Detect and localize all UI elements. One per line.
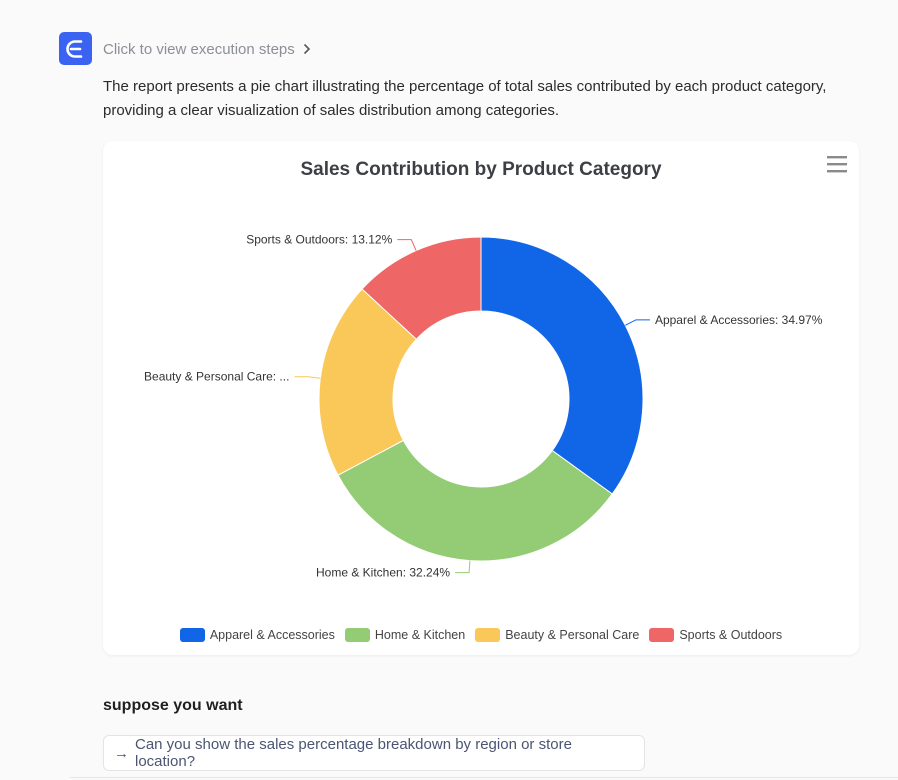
pie-slice-2[interactable] xyxy=(318,288,418,476)
app-logo xyxy=(59,32,92,65)
chart-card: Apparel & Accessories: 34.97% Home & Kitc… xyxy=(103,141,859,655)
legend-item-2[interactable]: Beauty & Personal Care xyxy=(475,628,639,642)
label-leader-line-0 xyxy=(625,319,650,326)
legend-item-1[interactable]: Home & Kitchen xyxy=(344,628,466,642)
pie-slice-0[interactable] xyxy=(480,236,644,495)
data-label-1: Home & Kitchen: 32.24% xyxy=(316,566,450,580)
legend-swatch-2 xyxy=(475,628,501,642)
label-leader-line-1 xyxy=(455,560,471,574)
view-execution-steps-link[interactable]: Click to view execution steps xyxy=(103,38,311,60)
suggestion-label: Can you show the sales percentage breakd… xyxy=(135,736,572,770)
suggestion-chip[interactable]: → Can you show the sales percentage brea… xyxy=(103,735,645,771)
label-leader-line-2 xyxy=(294,376,321,379)
data-label-2: Beauty & Personal Care: ... xyxy=(144,370,289,384)
divider xyxy=(70,777,898,778)
legend-label-0: Apparel & Accessories xyxy=(209,628,335,642)
hamburger-menu-icon xyxy=(827,156,847,173)
legend-swatch-1 xyxy=(344,628,370,642)
suggestions-heading: suppose you want xyxy=(103,697,243,714)
legend-item-0[interactable]: Apparel & Accessories xyxy=(179,628,335,642)
legend-swatch-3 xyxy=(649,628,675,642)
legend-label-1: Home & Kitchen xyxy=(374,628,466,642)
pie-slice-1[interactable] xyxy=(337,439,613,562)
legend-item-3[interactable]: Sports & Outdoors xyxy=(649,628,782,642)
data-label-0: Apparel & Accessories: 34.97% xyxy=(655,313,823,327)
pie-slice-3[interactable] xyxy=(361,236,482,340)
donut-chart: Apparel & Accessories: 34.97% Home & Kitc… xyxy=(144,233,823,580)
arrow-right-icon: → xyxy=(114,744,129,762)
label-leader-line-3 xyxy=(397,239,417,251)
legend-label-3: Sports & Outdoors xyxy=(679,628,783,642)
chart-legend: Apparel & Accessories Home & Kitchen Beaut… xyxy=(103,628,859,642)
data-label-3: Sports & Outdoors: 13.12% xyxy=(246,233,392,247)
chart-title: Sales Contribution by Product Category xyxy=(300,159,662,180)
legend-swatch-0 xyxy=(179,628,205,642)
report-summary: The report presents a pie chart illustra… xyxy=(103,78,827,119)
letter-e-icon xyxy=(65,39,82,58)
chevron-right-icon xyxy=(303,43,311,55)
chart-menu-button[interactable] xyxy=(825,153,849,175)
legend-label-2: Beauty & Personal Care xyxy=(505,628,640,642)
view-execution-steps-label: Click to view execution steps xyxy=(103,40,295,58)
